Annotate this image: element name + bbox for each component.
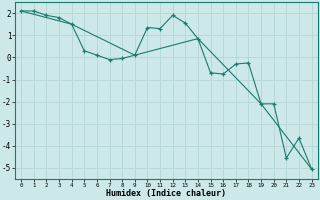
X-axis label: Humidex (Indice chaleur): Humidex (Indice chaleur) [106, 189, 226, 198]
